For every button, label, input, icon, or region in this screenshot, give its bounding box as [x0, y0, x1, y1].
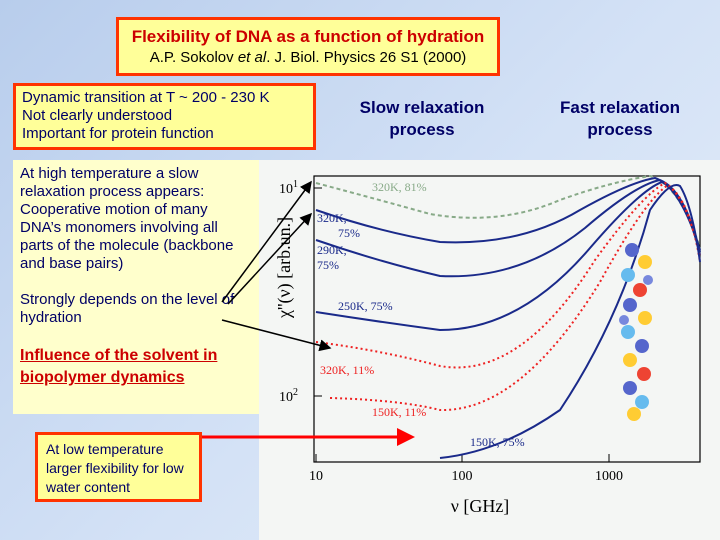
plot-frame: [313, 175, 701, 463]
transition-box: Dynamic transition at T ~ 200 - 230 K No…: [13, 83, 316, 150]
curve-label: 150K, 75%: [470, 435, 525, 449]
y-tick-label: 101: [279, 179, 298, 197]
curve-label: 320K, 75%: [317, 211, 360, 240]
label-line: 75%: [338, 226, 360, 240]
paragraph: Influence of the solvent in biopolymer d…: [20, 347, 218, 386]
label-line: 290K,: [317, 243, 347, 257]
heading: Fast relaxation process: [560, 98, 680, 139]
label-line: 150K, 75%: [470, 435, 525, 449]
y-tick-label: 102: [279, 387, 298, 405]
slow-box: At high temperature a slow relaxation pr…: [13, 160, 259, 414]
y-tick-exp: 2: [293, 387, 298, 398]
x-tick-label: 100: [452, 469, 473, 484]
paragraph: Strongly depends on the level of hydrati…: [20, 291, 235, 326]
text-line: Important for protein function: [22, 125, 214, 142]
text-line: Not clearly understood: [22, 107, 173, 124]
x-axis-label: ν [GHz]: [451, 496, 510, 516]
text: At low temperature larger flexibility fo…: [46, 441, 184, 495]
curve-label: 290K, 75%: [317, 243, 347, 272]
y-tick-base: 10: [279, 390, 293, 405]
text-line: Dynamic transition at T ~ 200 - 230 K: [22, 89, 270, 106]
label-line: 320K,: [317, 211, 347, 225]
label-line: 150K, 11%: [372, 405, 426, 419]
curve-label: 320K, 11%: [320, 363, 374, 377]
heading: Slow relaxation process: [359, 98, 485, 139]
arrows: [221, 180, 332, 352]
curve-label: 150K, 11%: [372, 405, 426, 419]
x-tick-label: 1000: [595, 469, 623, 484]
x-tick-label: 10: [309, 469, 323, 484]
y-axis-label: χ''(ν) [arb.un.]: [274, 217, 295, 319]
curves: [315, 174, 701, 459]
citation: A.P. Sokolov et al. J. Biol. Physics 26 …: [119, 48, 497, 68]
label-line: 320K, 11%: [320, 363, 374, 377]
paragraph: At high temperature a slow relaxation pr…: [20, 165, 234, 272]
low-box: At low temperature larger flexibility fo…: [35, 432, 202, 502]
y-tick-base: 10: [279, 182, 293, 197]
label-line: 250K, 75%: [338, 299, 393, 313]
title-box: Flexibility of DNA as a function of hydr…: [116, 17, 500, 76]
y-tick-exp: 1: [293, 179, 298, 190]
citation-author: A.P. Sokolov: [149, 49, 234, 66]
curve-label: 250K, 75%: [338, 299, 393, 313]
curve-label: 320K, 81%: [372, 180, 427, 194]
label-line: 75%: [317, 258, 339, 272]
dna-illustration: [619, 243, 653, 421]
title: Flexibility of DNA as a function of hydr…: [131, 27, 485, 46]
ticks: [314, 187, 610, 462]
curve-labels: 320K, 81% 320K, 75% 290K, 75% 250K, 75% 32…: [317, 180, 525, 449]
citation-journal: . J. Biol. Physics 26 S1 (2000): [266, 49, 467, 66]
citation-etal: et al: [237, 49, 267, 66]
label-line: 320K, 81%: [372, 180, 427, 194]
